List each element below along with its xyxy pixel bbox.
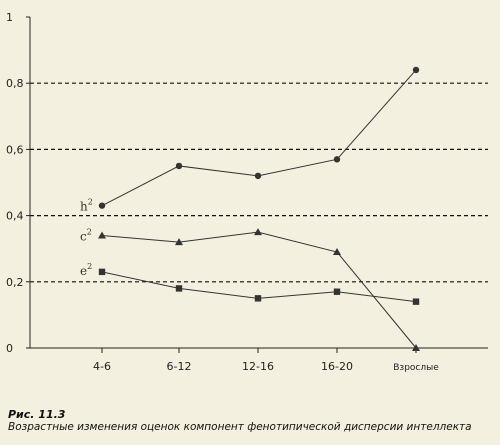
y-tick-label: 0,4	[6, 210, 24, 223]
data-point-circle	[254, 172, 262, 180]
data-point-triangle	[175, 238, 183, 246]
caption-title: Рис. 11.3	[8, 408, 66, 421]
line-chart-svg: 0 0,2 0,4 0,6 0,8 1 4-6 6-12 12-16 16-20 Взрослые h…	[6, 11, 488, 373]
data-point-triangle	[98, 231, 106, 239]
data-point-circle	[333, 156, 341, 163]
series-label: h2	[80, 198, 93, 214]
data-point-square	[254, 295, 262, 302]
y-tick-label: 0	[6, 342, 13, 355]
x-tick-label: 12-16	[242, 360, 274, 373]
data-point-triangle	[333, 248, 341, 256]
caption-text: Возрастные изменения оценок компонент фе…	[8, 421, 472, 433]
y-tick-label: 1	[6, 11, 13, 24]
data-point-circle	[98, 202, 106, 209]
series-label: e2	[80, 262, 92, 278]
figure-caption: Рис. 11.3 Возрастные изменения оценок ко…	[8, 408, 496, 434]
data-point-circle	[175, 162, 183, 170]
data-point-square	[333, 288, 341, 295]
chart: 0 0,2 0,4 0,6 0,8 1 4-6 6-12 12-16 16-20 Взрослые h…	[6, 11, 488, 373]
x-tick-label: 4-6	[93, 360, 111, 373]
x-tick-label: 6-12	[167, 360, 192, 373]
x-tick-label: 16-20	[321, 360, 353, 373]
x-tick-label: Взрослые	[393, 363, 439, 373]
data-point-triangle	[412, 344, 420, 351]
y-tick-label: 0,8	[6, 77, 24, 90]
data-point-square	[98, 268, 106, 276]
data-point-square	[175, 285, 183, 292]
series-line-circle	[101, 69, 417, 207]
data-point-square	[412, 298, 420, 305]
data-point-triangle	[254, 228, 262, 236]
y-tick-label: 0,2	[6, 276, 24, 289]
y-tick-label: 0,6	[6, 143, 24, 156]
data-point-circle	[412, 66, 420, 74]
series-label: c2	[80, 227, 92, 243]
series-line-triangle	[101, 231, 417, 349]
